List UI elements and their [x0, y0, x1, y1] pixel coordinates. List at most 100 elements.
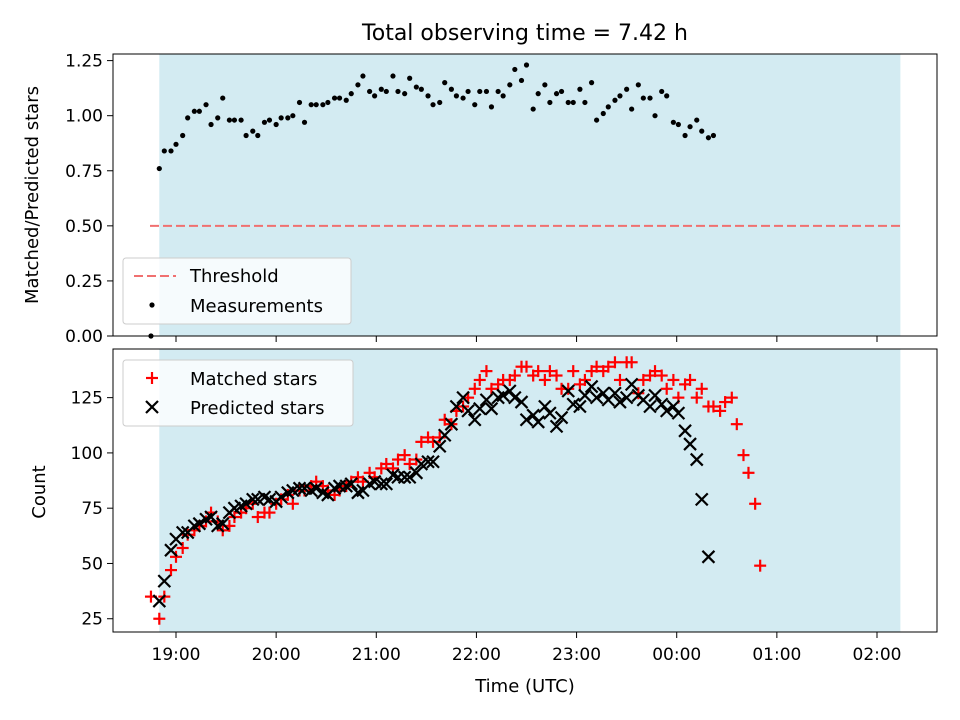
- predicted-point: [538, 399, 552, 414]
- matched-point: [438, 413, 451, 426]
- x-tick-label: 19:00: [152, 645, 201, 665]
- matched-point: [632, 387, 645, 400]
- predicted-point: [175, 525, 190, 540]
- matched-point: [695, 382, 708, 395]
- predicted-point: [526, 408, 540, 423]
- predicted-point: [379, 477, 394, 491]
- measurement-point: [418, 86, 424, 92]
- measurement-point: [413, 84, 419, 90]
- measurement-point: [367, 88, 373, 95]
- matched-point: [398, 449, 411, 462]
- measurement-point: [600, 110, 606, 117]
- bottom-panel: 25 50 75 100 125 19:00 20:00 21:00 22:00 23:00 00…: [29, 348, 938, 697]
- measurement-point: [226, 117, 233, 123]
- predicted-point: [467, 412, 482, 427]
- predicted-point: [292, 481, 307, 496]
- measurement-point: [477, 88, 483, 95]
- measurement-point: [624, 86, 630, 92]
- measurement-point: [523, 62, 530, 68]
- top-points: [148, 62, 717, 339]
- measurement-point: [372, 93, 378, 99]
- matched-point: [164, 564, 177, 577]
- matched-point: [749, 497, 762, 510]
- matched-point: [613, 373, 626, 386]
- measurement-point: [588, 80, 595, 86]
- matched-point: [520, 360, 533, 373]
- x-tick-label: 22:00: [452, 645, 501, 665]
- predicted-point: [654, 397, 669, 412]
- measurement-point: [185, 115, 191, 121]
- matched-point: [550, 369, 563, 382]
- measurement-point: [255, 132, 261, 139]
- predicted-point: [309, 481, 323, 496]
- measurements-legend-swatch: [149, 302, 155, 308]
- measurement-point: [664, 93, 670, 99]
- measurement-point: [612, 97, 618, 103]
- x-tick-label: 21:00: [352, 645, 401, 665]
- predicted-point: [245, 492, 260, 507]
- predicted-point: [659, 404, 674, 418]
- measurement-point: [325, 99, 331, 106]
- measurement-point: [273, 121, 279, 128]
- measurement-point: [301, 119, 308, 125]
- measurement-point: [430, 102, 436, 108]
- matched-point: [667, 373, 680, 386]
- matched-point: [625, 356, 638, 369]
- y-tick-label: 1.25: [65, 52, 103, 72]
- predicted-point: [549, 419, 564, 434]
- x-tick-label: 20:00: [252, 645, 301, 665]
- measurement-point: [465, 88, 471, 95]
- bottom-y-label: Count: [29, 465, 50, 518]
- x-tick-label: 00:00: [652, 645, 701, 665]
- matched-point: [485, 382, 498, 395]
- measurement-point: [565, 99, 571, 106]
- measurement-point: [710, 132, 717, 139]
- matched-point: [602, 360, 615, 373]
- measurement-point: [577, 86, 583, 92]
- measurement-point: [161, 148, 167, 154]
- measurement-point: [442, 80, 448, 86]
- measurement-point: [472, 102, 478, 108]
- measurement-point: [266, 117, 273, 123]
- measurement-point: [395, 88, 401, 95]
- measurement-point: [313, 102, 319, 108]
- measurement-point: [261, 119, 268, 125]
- measurement-point: [343, 97, 349, 103]
- matched-legend-label: Matched stars: [190, 369, 317, 390]
- matched-point: [567, 365, 580, 378]
- predicted-point: [666, 399, 681, 414]
- measurement-point: [285, 115, 291, 121]
- predicted-point: [503, 384, 517, 398]
- measurement-point: [640, 95, 646, 101]
- predicted-point: [409, 466, 424, 480]
- measurement-point: [425, 93, 431, 99]
- measurement-point: [390, 73, 396, 79]
- measurement-point: [437, 99, 443, 106]
- measurement-point: [558, 88, 565, 95]
- measurement-point: [483, 88, 490, 95]
- y-tick-label: 100: [71, 444, 103, 464]
- matched-point: [468, 382, 481, 395]
- predicted-point: [543, 406, 557, 420]
- predicted-point: [456, 390, 470, 405]
- predicted-point: [514, 395, 529, 409]
- y-tick-label: 0.50: [65, 217, 103, 237]
- measurement-point: [250, 128, 256, 134]
- matched-point: [754, 559, 767, 572]
- matched-point: [176, 541, 189, 554]
- measurement-point: [173, 141, 179, 147]
- measurement-point: [488, 104, 495, 110]
- measurement-point: [290, 113, 296, 119]
- measurement-point: [659, 88, 665, 95]
- predicted-point: [701, 550, 716, 564]
- measurement-point: [308, 102, 314, 108]
- matched-point: [403, 457, 416, 470]
- measurement-point: [507, 82, 513, 88]
- matched-legend-swatch: [146, 372, 158, 384]
- predicted-point: [215, 516, 230, 531]
- matched-point: [153, 612, 166, 625]
- predicted-point: [402, 470, 417, 485]
- predicted-point: [596, 386, 611, 400]
- predicted-point: [472, 401, 487, 416]
